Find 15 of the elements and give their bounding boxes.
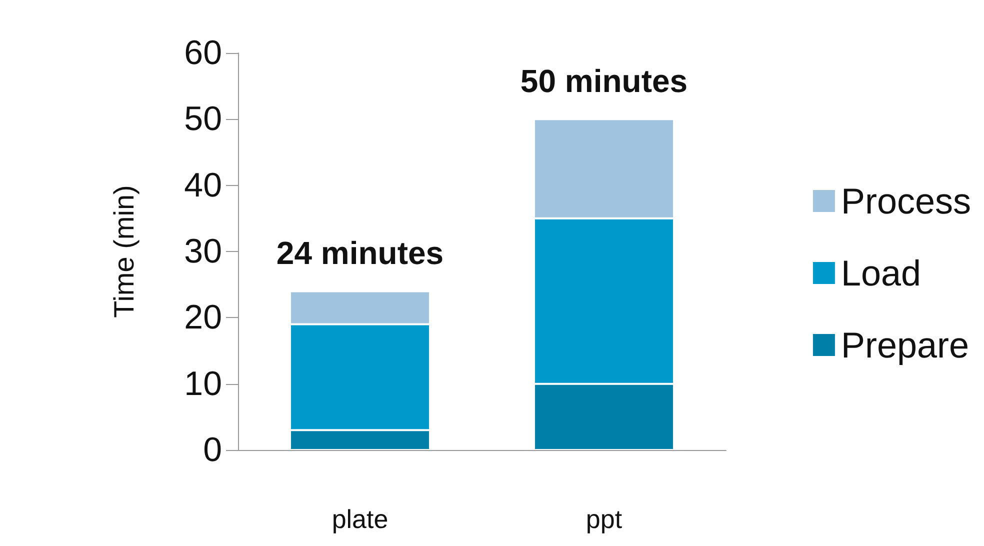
y-tick-label: 30 — [184, 232, 222, 270]
y-tick-label: 20 — [184, 298, 222, 337]
y-tick-label: 50 — [184, 100, 222, 138]
legend-label: Process — [840, 180, 972, 222]
y-tick-label: 10 — [184, 364, 222, 403]
x-tick-label: ppt — [586, 504, 623, 534]
legend-label: Prepare — [840, 324, 970, 366]
y-tick-label: 60 — [184, 34, 222, 72]
y-axis-title: Time (min) — [108, 185, 140, 318]
legend-label: Load — [840, 252, 922, 294]
total-label: 50 minutes — [520, 63, 688, 100]
total-label: 24 minutes — [276, 235, 444, 272]
y-tick-label: 0 — [203, 431, 222, 469]
x-tick-label: plate — [332, 504, 388, 534]
y-tick-label: 40 — [184, 166, 222, 204]
